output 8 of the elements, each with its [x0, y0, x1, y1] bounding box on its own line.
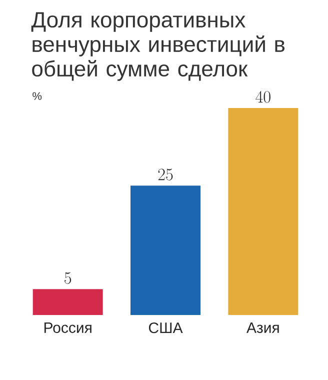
data-label: 25: [158, 168, 173, 180]
chart-title: Доля корпоративных венчурных инвестиций в общей сумме сделок: [31, 12, 284, 81]
x-tick-label: США: [148, 322, 183, 334]
x-tick-label: Россия: [44, 322, 92, 333]
chart-subtitle: %: [32, 92, 42, 100]
data-label: 5: [64, 272, 72, 284]
data-label: 40: [256, 90, 270, 103]
x-tick-label: Азия: [246, 322, 279, 333]
